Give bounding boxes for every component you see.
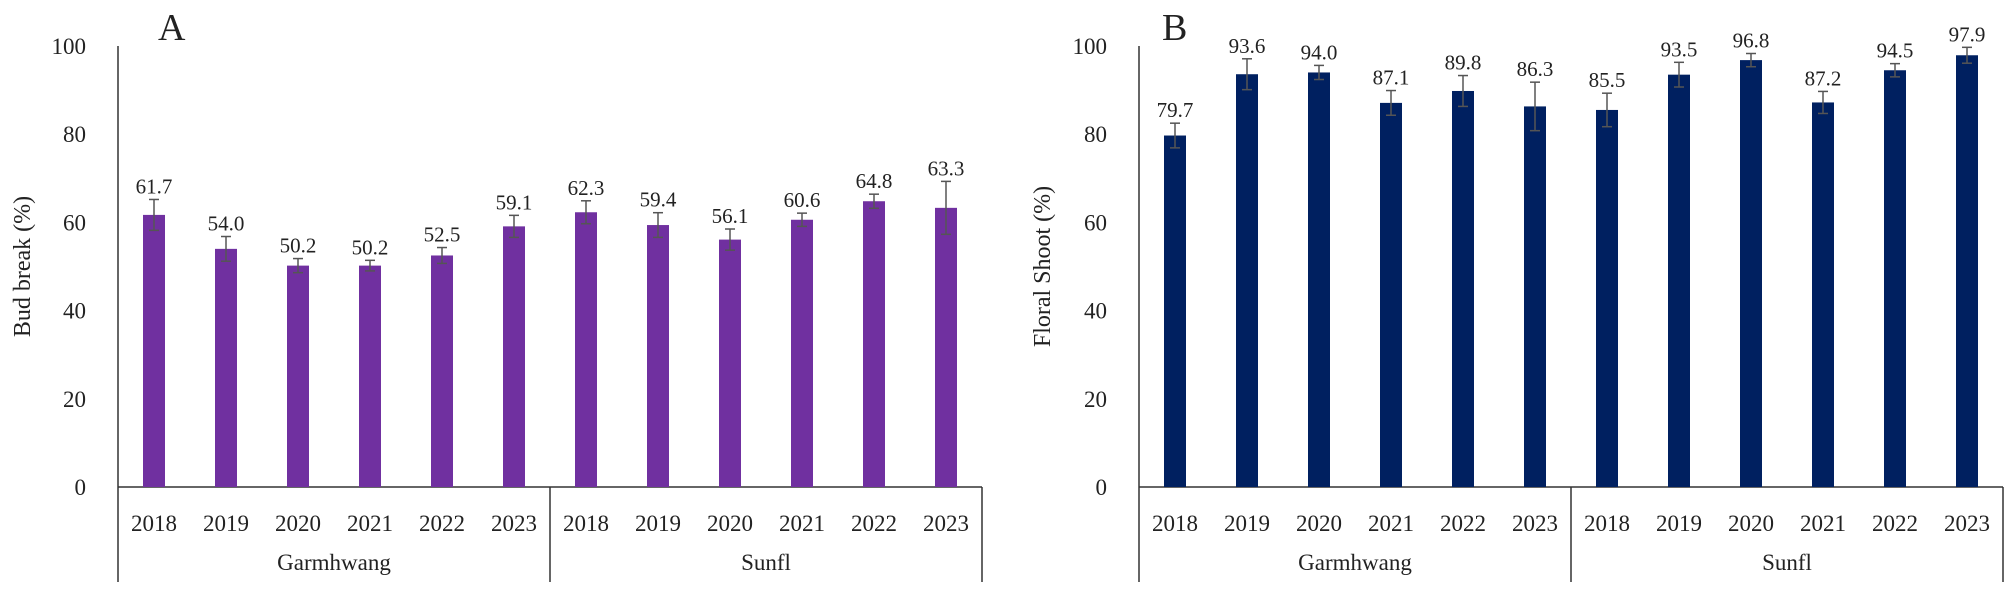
- bar: [1236, 74, 1258, 487]
- y-tick-label: 20: [1084, 387, 1107, 412]
- data-label: 59.4: [640, 188, 677, 212]
- data-label: 87.1: [1373, 66, 1410, 90]
- bar: [575, 212, 597, 487]
- x-tick-label: 2020: [707, 511, 753, 536]
- bar: [1452, 90, 1474, 488]
- x-tick-label: 2018: [1584, 511, 1630, 536]
- x-tick-label: 2021: [1800, 511, 1846, 536]
- panel-letter: B: [1162, 7, 1187, 49]
- data-label: 96.8: [1733, 28, 1770, 52]
- data-label: 60.6: [784, 188, 821, 212]
- x-tick-label: 2018: [1152, 511, 1198, 536]
- y-tick-label: 40: [63, 299, 86, 324]
- x-tick-label: 2019: [1656, 511, 1702, 536]
- x-tick-label: 2023: [1512, 511, 1558, 536]
- data-label: 63.3: [928, 156, 965, 180]
- data-label: 64.8: [856, 169, 893, 193]
- group-label: Sunfl: [1762, 550, 1812, 575]
- bar: [503, 226, 525, 487]
- data-label: 94.0: [1301, 40, 1338, 64]
- x-tick-label: 2023: [491, 511, 537, 536]
- x-tick-label: 2022: [419, 511, 465, 536]
- group-label: Sunfl: [741, 550, 791, 575]
- bar: [1524, 106, 1546, 488]
- bar: [1740, 60, 1762, 487]
- data-label: 86.3: [1517, 57, 1554, 81]
- data-label: 93.5: [1661, 37, 1698, 61]
- x-tick-label: 2021: [1368, 511, 1414, 536]
- data-label: 85.5: [1589, 68, 1626, 92]
- bar: [215, 248, 237, 487]
- x-tick-label: 2022: [851, 511, 897, 536]
- x-tick-label: 2019: [1224, 511, 1270, 536]
- bar: [1164, 135, 1186, 487]
- x-tick-label: 2018: [563, 511, 609, 536]
- chart-panel-b: B Floral Shoot (%) 0 20 40 60 80 100 Garmhwang 79…: [1030, 7, 2004, 582]
- x-tick-label: 2023: [923, 511, 969, 536]
- y-tick-label: 100: [52, 34, 87, 59]
- chart-panel-a: A Bud break (%) 0 20 40 60 80 100 Garmhwang 61.7 2…: [10, 7, 983, 582]
- bar: [719, 239, 741, 487]
- data-label: 93.6: [1229, 34, 1266, 58]
- data-label: 59.1: [496, 190, 533, 214]
- x-tick-label: 2022: [1440, 511, 1486, 536]
- y-axis-title: Bud break (%): [10, 196, 36, 337]
- bar: [143, 214, 165, 487]
- y-tick-label: 0: [75, 475, 87, 500]
- data-label: 54.0: [208, 212, 245, 236]
- x-tick-label: 2022: [1872, 511, 1918, 536]
- bar: [359, 265, 381, 487]
- y-axis-title: Floral Shoot (%): [1030, 186, 1056, 347]
- y-tick-label: 80: [1084, 122, 1107, 147]
- x-tick-label: 2019: [203, 511, 249, 536]
- data-label: 87.2: [1805, 66, 1842, 90]
- data-label: 94.5: [1877, 39, 1914, 63]
- x-tick-label: 2020: [275, 511, 321, 536]
- x-tick-label: 2021: [779, 511, 825, 536]
- bar: [431, 255, 453, 487]
- data-label: 50.2: [352, 235, 389, 259]
- bar: [1884, 70, 1906, 487]
- bar: [935, 207, 957, 488]
- y-tick-label: 20: [63, 387, 86, 412]
- bar: [647, 225, 669, 487]
- bar: [1380, 102, 1402, 487]
- x-tick-label: 2021: [347, 511, 393, 536]
- x-tick-label: 2020: [1728, 511, 1774, 536]
- y-tick-label: 60: [1084, 210, 1107, 235]
- data-label: 79.7: [1157, 98, 1194, 122]
- group-label: Garmhwang: [277, 550, 391, 575]
- data-label: 50.2: [280, 234, 317, 258]
- data-label: 62.3: [568, 176, 605, 200]
- y-tick-label: 80: [63, 122, 86, 147]
- group-label: Garmhwang: [1298, 550, 1412, 575]
- bar: [287, 265, 309, 487]
- panel-letter: A: [158, 7, 186, 49]
- data-label: 52.5: [424, 223, 461, 247]
- bar: [1956, 55, 1978, 488]
- bar: [863, 201, 885, 487]
- data-label: 61.7: [136, 174, 173, 198]
- y-tick-label: 40: [1084, 299, 1107, 324]
- data-label: 89.8: [1445, 51, 1482, 75]
- data-label: 56.1: [712, 204, 749, 228]
- x-tick-label: 2023: [1944, 511, 1990, 536]
- y-tick-label: 0: [1096, 475, 1108, 500]
- y-tick-label: 100: [1073, 34, 1108, 59]
- bar: [1812, 102, 1834, 487]
- x-tick-label: 2018: [131, 511, 177, 536]
- bar: [1668, 74, 1690, 487]
- bar: [791, 219, 813, 487]
- x-tick-label: 2019: [635, 511, 681, 536]
- bar: [1308, 72, 1330, 488]
- bar: [1596, 109, 1618, 487]
- x-tick-label: 2020: [1296, 511, 1342, 536]
- data-label: 97.9: [1949, 22, 1986, 46]
- y-tick-label: 60: [63, 210, 86, 235]
